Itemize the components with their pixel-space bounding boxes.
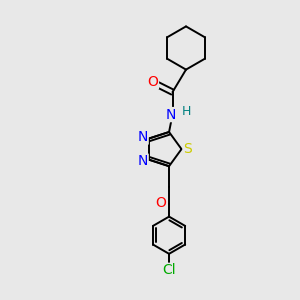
Text: N: N — [138, 130, 148, 144]
Text: H: H — [181, 105, 191, 118]
Text: Cl: Cl — [162, 263, 176, 277]
Text: N: N — [166, 108, 176, 122]
Text: O: O — [148, 75, 158, 88]
Text: S: S — [183, 142, 192, 156]
Text: N: N — [138, 154, 148, 168]
Text: O: O — [155, 196, 166, 210]
